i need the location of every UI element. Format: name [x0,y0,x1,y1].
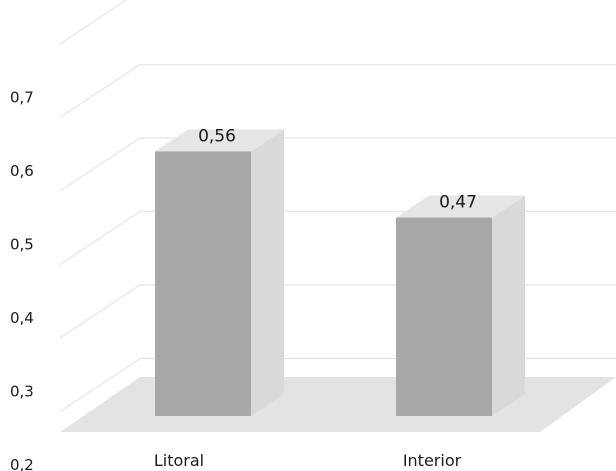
bar-front-face [396,217,492,416]
y-tick-label-5: 0,7 [10,89,34,107]
y-tick-label-0: 0,2 [10,456,34,471]
gridline-diagonal-0 [59,357,141,413]
bars [155,129,525,416]
bar-litoral [155,129,284,416]
data-label-litoral: 0,56 [198,126,236,146]
data-label-interior: 0,47 [439,193,477,213]
bar-front-face [155,151,251,416]
y-tick-label-3: 0,5 [10,236,34,254]
bar-interior [396,195,525,416]
gridline-diagonal-1 [59,284,141,339]
floor-plane [60,377,616,432]
gridline-diagonal-4 [59,63,141,119]
y-axis-ticks: 0,2 0,3 0,4 0,5 0,6 0,7 [10,89,34,471]
y-tick-label-2: 0,4 [10,309,34,327]
gridline-diagonal-2 [59,210,141,266]
bar-side-face [492,195,525,416]
gridline-diagonal-3 [59,137,141,192]
bar-side-face [251,129,284,416]
gridline-diagonal-5 [59,0,128,45]
chart-floor [60,377,616,432]
bar-top-face [396,195,525,218]
bar-top-face [155,129,284,152]
category-label-interior: Interior [403,451,462,470]
y-tick-label-1: 0,3 [10,383,34,401]
y-tick-label-4: 0,6 [10,162,34,180]
gridlines [59,0,616,413]
data-labels: 0,56 0,47 [198,126,477,212]
category-label-litoral: Litoral [154,451,204,470]
x-axis-categories: Litoral Interior [154,451,462,470]
